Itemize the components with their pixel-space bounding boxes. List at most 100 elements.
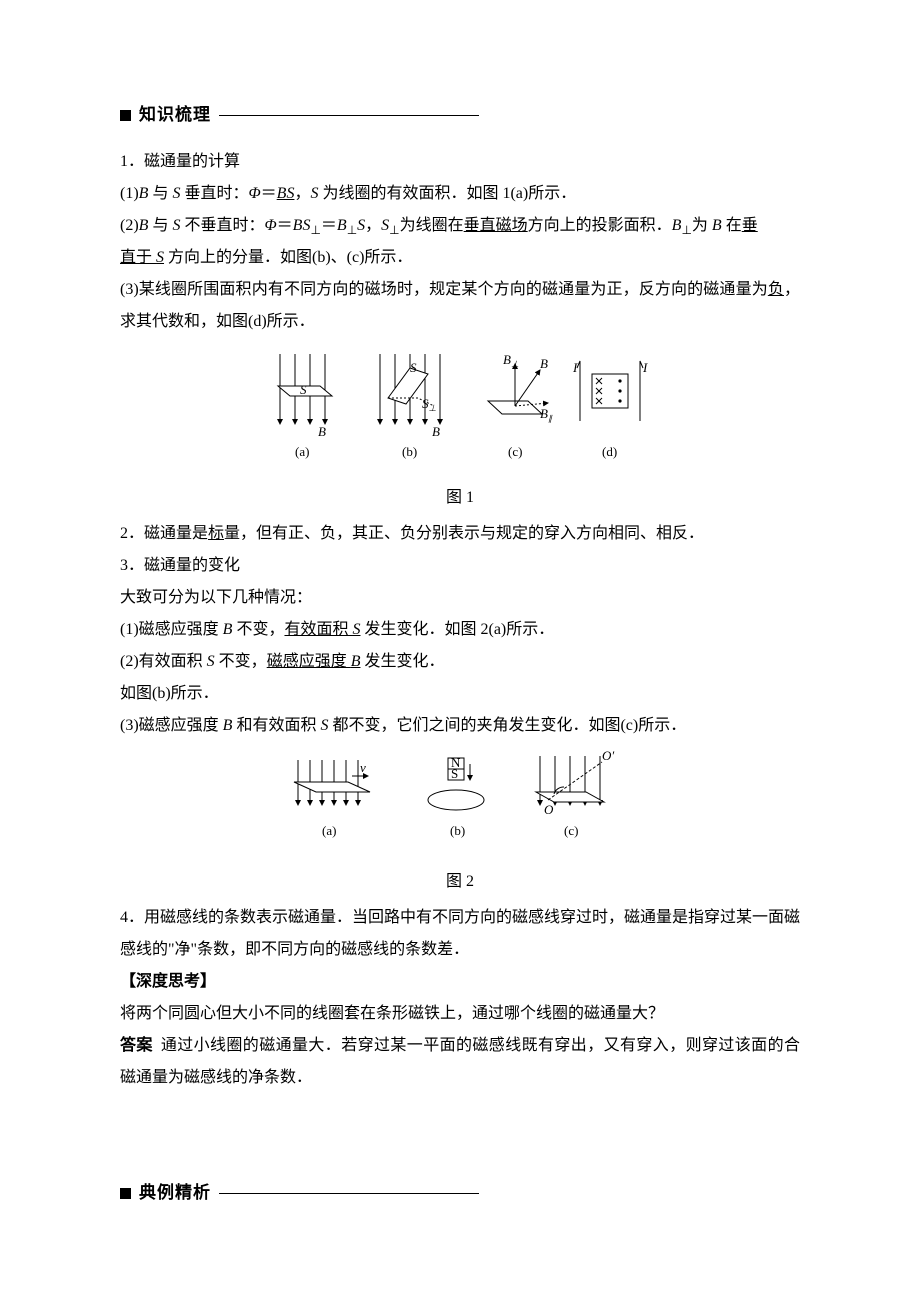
underline-text: 直于 S (120, 249, 164, 266)
section-rule (219, 115, 479, 116)
underline-text: 垂 (742, 217, 758, 234)
var-BS: BS (293, 217, 311, 234)
answer-para: 答案通过小线圈的磁通量大．若穿过某一平面的磁感线既有穿出，又有穿入，则穿过该面的… (120, 1030, 800, 1094)
text: 发生变化． (360, 653, 444, 670)
label-B: B (540, 356, 548, 371)
label-d: (d) (602, 444, 617, 459)
answer-text: 通过小线圈的磁通量大．若穿过某一平面的磁感线既有穿出，又有穿入，则穿过该面的合磁… (120, 1037, 800, 1086)
label-b: (b) (450, 823, 465, 838)
para-3-2: (2)有效面积 S 不变，磁感应强度 B 发生变化． (120, 646, 800, 678)
var-B: B (672, 217, 682, 234)
text: ， (365, 217, 381, 234)
var-B: B (223, 717, 233, 734)
var-B: B (139, 185, 149, 202)
section-title: 典例精析 (139, 1176, 211, 1210)
var-phi: Φ (264, 217, 276, 234)
figure-1-caption: 图 1 (120, 482, 800, 514)
para-3-1: (1)磁感应强度 B 不变，有效面积 S 发生变化．如图 2(a)所示． (120, 614, 800, 646)
sub-perp: ⊥ (389, 223, 399, 237)
label-B: B (318, 424, 326, 439)
text: (3)某线圈所围面积内有不同方向的磁场时，规定某个方向的磁通量为正，反方向的磁通… (120, 281, 768, 298)
sub-perp: ⊥ (310, 223, 320, 237)
label-B: B (432, 424, 440, 439)
label-S: S (300, 382, 307, 397)
text: ＝ (321, 217, 337, 234)
figure-1-svg: S B (a) S S⊥ B (b) B⊥ B B∥ (c) I I (250, 346, 670, 466)
para-1-3: (3)某线圈所围面积内有不同方向的磁场时，规定某个方向的磁通量为正，反方向的磁通… (120, 274, 800, 338)
label-b: (b) (402, 444, 417, 459)
var-S: S (381, 217, 389, 234)
label-c: (c) (564, 823, 578, 838)
label-Bperp: B⊥ (503, 352, 519, 369)
figure-2-svg: v (a) N S (b) O O′ (c) (280, 750, 640, 850)
var-phi: Φ (248, 185, 260, 202)
para-1-2-cont: 直于 S 方向上的分量．如图(b)、(c)所示． (120, 242, 800, 274)
section-rule (219, 1193, 479, 1194)
var-B: B (139, 217, 149, 234)
label-O: O (544, 802, 554, 817)
para-3a: 大致可分为以下几种情况： (120, 582, 800, 614)
text: (1) (120, 185, 139, 202)
text: (3)磁感应强度 (120, 717, 223, 734)
text: 磁感应强度 (267, 653, 351, 670)
text: 有效面积 (284, 621, 352, 638)
label-Bpar: B∥ (540, 406, 553, 423)
text: (1)磁感应强度 (120, 621, 223, 638)
label-S: S (410, 360, 417, 375)
text: ＝ (277, 217, 293, 234)
section-title: 知识梳理 (139, 98, 211, 132)
text: 不变， (215, 653, 267, 670)
para-3-2b: 如图(b)所示． (120, 678, 800, 710)
text: 为线圈在 (400, 217, 464, 234)
label-Oprime: O′ (602, 750, 614, 763)
text: 垂 (742, 217, 758, 234)
var-B: B (337, 217, 347, 234)
deep-think-question: 将两个同圆心但大小不同的线圈套在条形磁铁上，通过哪个线圈的磁通量大？ (120, 998, 800, 1030)
text: (2)有效面积 (120, 653, 207, 670)
text: 为线圈的有效面积．如图 1(a)所示． (318, 185, 576, 202)
label-a: (a) (295, 444, 309, 459)
text: 量，但有正、负，其正、负分别表示与规定的穿入方向相同、相反． (224, 525, 704, 542)
var-S: S (207, 653, 215, 670)
text: 和有效面积 (232, 717, 320, 734)
text: 2．磁通量是 (120, 525, 208, 542)
para-1-title: 1．磁通量的计算 (120, 146, 800, 178)
var-S: S (156, 249, 164, 266)
deep-think-title: 【深度思考】 (120, 966, 800, 998)
para-3-3: (3)磁感应强度 B 和有效面积 S 都不变，它们之间的夹角发生变化．如图(c)… (120, 710, 800, 742)
figure-1: S B (a) S S⊥ B (b) B⊥ B B∥ (c) I I (120, 346, 800, 478)
label-S: S (451, 766, 458, 781)
para-1-1: (1)B 与 S 垂直时：Φ＝BS，S 为线圈的有效面积．如图 1(a)所示． (120, 178, 800, 210)
var-B: B (223, 621, 233, 638)
sub-perp: ⊥ (681, 223, 691, 237)
underline-text: 垂直磁场 (464, 217, 528, 234)
figure-2-caption: 图 2 (120, 866, 800, 898)
text: ＝ (261, 185, 277, 202)
section-heading-knowledge: 知识梳理 (120, 98, 800, 132)
text: ， (294, 185, 310, 202)
para-3: 3．磁通量的变化 (120, 550, 800, 582)
para-1-2: (2)B 与 S 不垂直时：Φ＝BS⊥＝B⊥S，S⊥为线圈在垂直磁场方向上的投影… (120, 210, 800, 242)
text: 不垂直时： (180, 217, 264, 234)
underline-text: 磁感应强度 B (267, 653, 361, 670)
text: 与 (148, 185, 172, 202)
text: 发生变化．如图 2(a)所示． (360, 621, 554, 638)
label-c: (c) (508, 444, 522, 459)
underline-text: 有效面积 S (284, 621, 360, 638)
label-v: v (360, 760, 366, 775)
text: 为 (692, 217, 712, 234)
para-4: 4．用磁感线的条数表示磁通量．当回路中有不同方向的磁感线穿过时，磁通量是指穿过某… (120, 902, 800, 966)
var-BS-underline: BS (277, 185, 295, 202)
text: 不变， (232, 621, 284, 638)
text: 在 (722, 217, 742, 234)
text: 垂直时： (180, 185, 248, 202)
para-2: 2．磁通量是标量，但有正、负，其正、负分别表示与规定的穿入方向相同、相反． (120, 518, 800, 550)
text: 与 (148, 217, 172, 234)
bullet-square (120, 1188, 131, 1199)
underline-text: 标 (208, 525, 224, 542)
text: 直于 (120, 249, 156, 266)
text: 都不变，它们之间的夹角发生变化．如图(c)所示． (328, 717, 686, 734)
section-heading-examples: 典例精析 (120, 1176, 800, 1210)
label-Sperp: S⊥ (422, 396, 437, 413)
text: (2) (120, 217, 139, 234)
